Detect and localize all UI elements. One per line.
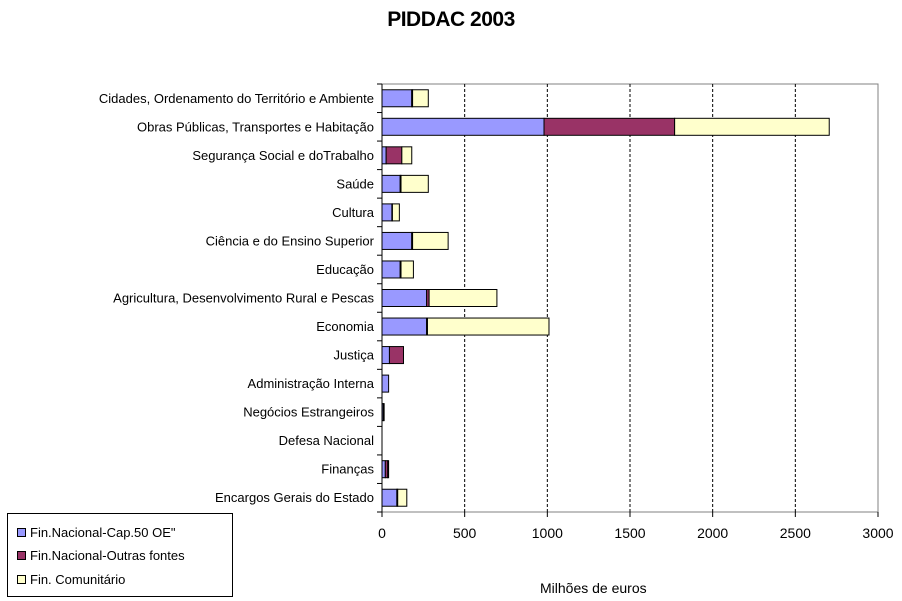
category-label: Defesa Nacional: [279, 433, 374, 448]
legend-label: Fin.Nacional-Cap.50 OE": [30, 524, 176, 540]
category-label: Educação: [316, 262, 374, 277]
legend-swatch: [17, 550, 26, 560]
bar-segment: [412, 89, 429, 108]
legend-item-national-cap50: Fin.Nacional-Cap.50 OE": [17, 523, 176, 541]
bar-segment: [385, 146, 403, 165]
bar-segment: [381, 146, 387, 165]
x-tick-label: 2500: [780, 525, 811, 541]
category-label: Agricultura, Desenvolvimento Rural e Pes…: [113, 291, 374, 306]
bar-segment: [381, 174, 401, 193]
bar-segment: [382, 403, 385, 422]
bar-segment: [381, 374, 390, 393]
bar-segment: [674, 117, 830, 136]
legend-item-national-other: Fin.Nacional-Outras fontes: [17, 546, 185, 564]
chart-title: PIDDAC 2003: [387, 8, 515, 31]
category-label: Administração Interna: [248, 376, 375, 391]
bar-segment: [381, 231, 413, 250]
category-label: Justiça: [334, 348, 375, 363]
bar-segment: [388, 346, 404, 365]
bar-segment: [428, 289, 498, 307]
bar-segment: [426, 317, 550, 336]
legend-label: Fin.Nacional-Outras fontes: [30, 547, 185, 563]
bar-segment: [381, 260, 401, 279]
bar-segment: [387, 460, 390, 479]
category-label: Ciência e do Ensino Superior: [206, 233, 375, 248]
bar-segment: [397, 488, 408, 507]
legend-swatch: [17, 574, 26, 584]
category-label: Cidades, Ordenamento do Território e Amb…: [99, 91, 374, 106]
category-label: Negócios Estrangeiros: [243, 405, 374, 420]
category-label: Finanças: [321, 462, 374, 477]
bar-segment: [381, 203, 393, 222]
category-label: Cultura: [332, 205, 375, 220]
bar-segment: [381, 289, 428, 307]
legend-swatch: [17, 527, 26, 537]
category-label: Encargos Gerais do Estado: [215, 490, 374, 505]
plot-area: 0 500 1000 1500 2000 2500 3000 Cidades, Ordenam…: [99, 83, 894, 541]
category-label: Segurança Social e doTrabalho: [192, 148, 374, 163]
x-tick-label: 1000: [532, 525, 563, 541]
x-tick-label: 500: [453, 525, 477, 541]
category-label: Obras Públicas, Transportes e Habitação: [137, 119, 374, 134]
bar-segment: [401, 146, 413, 165]
bar-segment: [412, 231, 449, 250]
legend: Fin.Nacional-Cap.50 OE" Fin.Nacional-Out…: [7, 513, 233, 597]
bar-segment: [543, 117, 676, 136]
bar-segment: [381, 117, 545, 136]
bar-segment: [400, 174, 429, 193]
bar-segment: [400, 260, 414, 279]
bar-segment: [381, 488, 398, 507]
x-tick-label: 1500: [614, 525, 645, 541]
category-label: Saúde: [336, 176, 374, 191]
x-tick-label: 3000: [862, 525, 893, 541]
x-axis-title: Milhões de euros: [540, 580, 647, 596]
x-tick-label: 0: [378, 525, 386, 541]
legend-label: Fin. Comunitário: [30, 571, 126, 587]
bar-segment: [381, 89, 413, 108]
category-label: Economia: [316, 319, 375, 334]
bar-segment: [381, 346, 390, 365]
legend-item-community: Fin. Comunitário: [17, 570, 125, 588]
bar-segment: [381, 317, 428, 336]
x-tick-label: 2000: [697, 525, 728, 541]
bar-segment: [391, 203, 400, 222]
